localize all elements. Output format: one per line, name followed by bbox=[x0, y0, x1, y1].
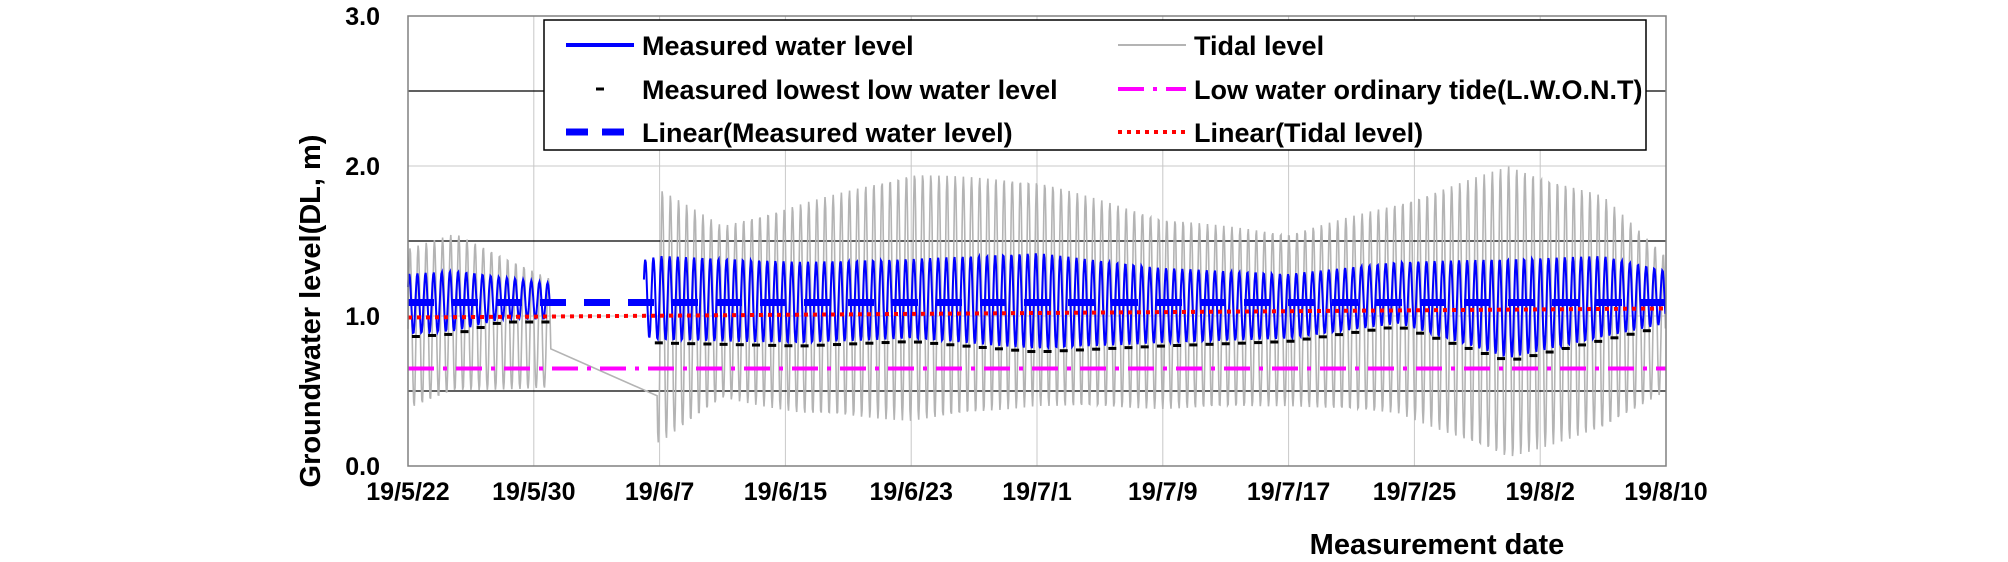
x-tick-label: 19/7/25 bbox=[1373, 478, 1457, 506]
legend-label: Linear(Measured water level) bbox=[642, 118, 1013, 148]
x-tick-label: 19/5/30 bbox=[492, 478, 575, 506]
x-axis-title: Measurement date bbox=[1310, 529, 1565, 561]
measured-water-level-line bbox=[1287, 255, 1667, 358]
legend-label: Linear(Tidal level) bbox=[1194, 118, 1423, 148]
x-tick-label: 19/7/9 bbox=[1128, 478, 1198, 506]
x-tick-label: 19/6/15 bbox=[744, 478, 828, 506]
x-tick-label: 19/8/10 bbox=[1624, 478, 1707, 506]
x-tick-label: 19/6/23 bbox=[869, 478, 952, 506]
legend-label: Measured water level bbox=[642, 31, 914, 61]
x-tick-label: 19/7/17 bbox=[1247, 478, 1330, 506]
x-tick-label: 19/8/2 bbox=[1505, 478, 1575, 506]
legend-box bbox=[543, 19, 1647, 151]
legend-label: Tidal level bbox=[1194, 31, 1324, 61]
legend-label: Low water ordinary tide(L.W.O.N.T) bbox=[1194, 75, 1643, 105]
y-tick-labels: 0.0 1.0 2.0 3.0 bbox=[345, 3, 380, 481]
tidal-level-line bbox=[407, 166, 1667, 457]
plot-frame bbox=[407, 15, 1667, 467]
y-tick-label: 1.0 bbox=[345, 303, 380, 331]
y-tick-label: 3.0 bbox=[345, 3, 380, 31]
x-tick-label: 19/7/1 bbox=[1002, 478, 1072, 506]
y-tick-label: 2.0 bbox=[345, 153, 380, 181]
linear-tidal-level-line bbox=[407, 306, 1667, 320]
series-layer bbox=[407, 166, 1667, 457]
y-axis-title: Groundwater level(DL, m) bbox=[295, 135, 327, 488]
x-tick-labels: 19/5/22 19/5/30 19/6/7 19/6/15 19/6/23 19/7/1… bbox=[366, 478, 1707, 506]
x-tick-label: 19/6/7 bbox=[625, 478, 695, 506]
y-tick-label: 0.0 bbox=[345, 453, 380, 481]
measured-water-level-line bbox=[642, 252, 1290, 351]
legend: Measured water level Tidal level Measured … bbox=[543, 19, 1647, 151]
x-tick-label: 19/5/22 bbox=[366, 478, 449, 506]
legend-label: Measured lowest low water level bbox=[642, 75, 1058, 105]
